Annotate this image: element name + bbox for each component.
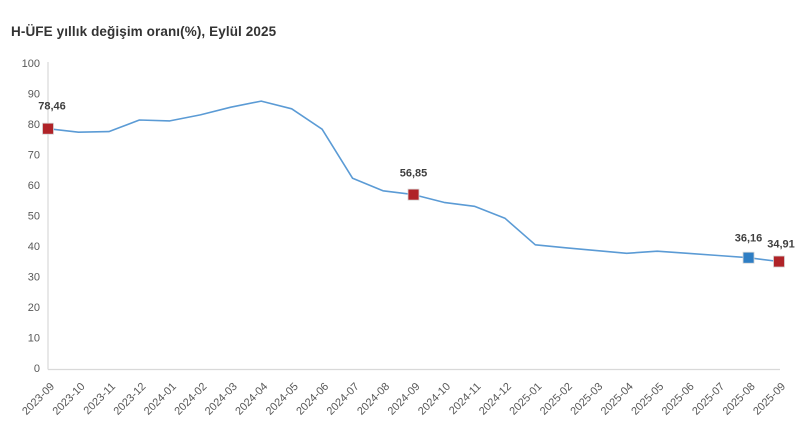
y-tick-label: 70 xyxy=(28,150,40,162)
data-marker-2023-09 xyxy=(42,122,54,135)
x-tick-label: 2025-07 xyxy=(690,381,727,418)
y-tick-label: 100 xyxy=(22,58,40,70)
y-tick-label: 30 xyxy=(28,272,40,284)
data-marker-2025-08 xyxy=(742,251,755,264)
y-tick-label: 80 xyxy=(28,119,40,131)
y-tick-label: 10 xyxy=(28,333,40,345)
x-tick-label: 2025-01 xyxy=(507,381,544,418)
x-tick-label: 2024-02 xyxy=(172,381,209,418)
x-tick-label: 2024-07 xyxy=(325,381,362,418)
trend-line xyxy=(47,100,780,263)
x-tick-label: 2025-05 xyxy=(629,381,666,418)
y-tick-label: 40 xyxy=(28,241,40,253)
x-tick-label: 2025-04 xyxy=(599,381,636,418)
y-tick-label: 0 xyxy=(34,363,40,375)
x-tick-label: 2024-09 xyxy=(386,381,423,418)
data-label-2025-09: 34,91 xyxy=(767,239,795,251)
y-tick-label: 20 xyxy=(28,302,40,314)
x-tick-label: 2024-08 xyxy=(355,381,392,418)
data-label-2024-09: 56,85 xyxy=(400,168,428,180)
data-marker-2024-09 xyxy=(407,188,420,201)
x-tick-label: 2023-12 xyxy=(111,381,148,418)
x-tick-label: 2025-02 xyxy=(538,381,575,418)
data-marker-2025-09 xyxy=(773,255,785,268)
y-tick-label: 90 xyxy=(28,89,40,101)
x-tick-label: 2025-09 xyxy=(751,381,788,418)
y-tick-label: 50 xyxy=(28,211,40,223)
x-tick-label: 2023-09 xyxy=(20,381,57,418)
x-tick-label: 2025-03 xyxy=(568,381,605,418)
x-tick-label: 2024-10 xyxy=(416,381,453,418)
x-tick-label: 2024-12 xyxy=(477,381,514,418)
data-label-2025-08: 36,16 xyxy=(735,233,763,245)
x-tick-label: 2024-04 xyxy=(233,381,270,418)
x-tick-label: 2025-06 xyxy=(660,381,697,418)
x-tick-label: 2024-05 xyxy=(264,381,301,418)
x-tick-label: 2024-03 xyxy=(203,381,240,418)
data-label-2023-09: 78,46 xyxy=(38,101,66,113)
x-tick-label: 2023-10 xyxy=(51,381,88,418)
x-tick-label: 2024-01 xyxy=(142,381,179,418)
chart-title: H-ÜFE yıllık değişim oranı(%), Eylül 202… xyxy=(11,24,277,39)
y-tick-label: 60 xyxy=(28,180,40,192)
x-tick-label: 2024-06 xyxy=(294,381,331,418)
x-tick-label: 2025-08 xyxy=(721,381,758,418)
